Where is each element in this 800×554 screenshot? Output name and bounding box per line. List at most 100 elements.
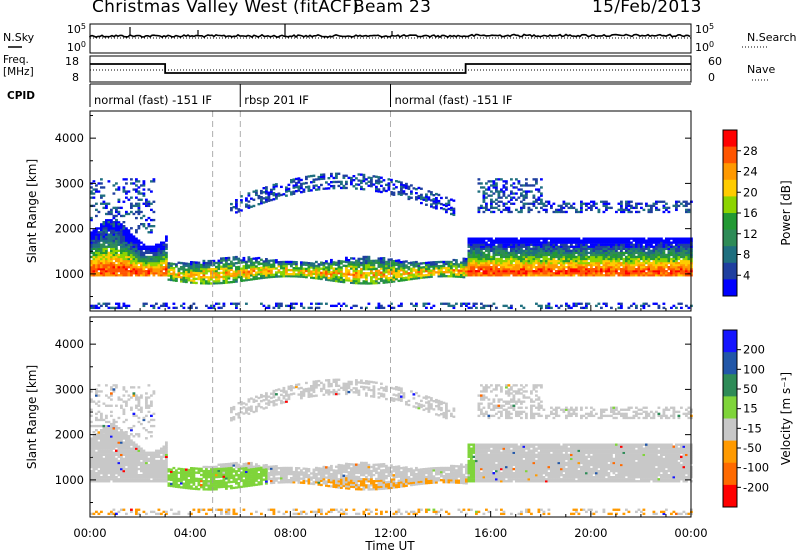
rti-cell <box>142 202 146 205</box>
rti-cell <box>560 304 563 308</box>
rti-cell <box>570 261 573 265</box>
rti-cell <box>100 418 103 422</box>
rti-cell <box>665 255 668 259</box>
rti-cell <box>647 208 651 212</box>
rti-cell <box>585 304 588 308</box>
rti-cell <box>502 184 506 187</box>
rti-cell <box>275 304 278 308</box>
rti-cell <box>397 271 401 274</box>
y-tick-label: 4000 <box>55 131 84 145</box>
rti-cell <box>632 255 636 259</box>
rti-cell <box>602 249 606 253</box>
rti-cell <box>107 478 111 481</box>
rti-cell <box>112 478 116 481</box>
rti-cell <box>265 266 268 269</box>
rti-cell <box>570 245 573 248</box>
rti-cell <box>645 243 648 246</box>
rti-cell <box>527 249 531 253</box>
rti-cell <box>390 272 393 275</box>
rti-cell <box>650 266 653 269</box>
rti-cell <box>510 198 513 201</box>
rti-cell <box>567 247 571 251</box>
rti-cell <box>285 271 288 274</box>
rti-cell <box>607 237 611 240</box>
rti-cell <box>540 255 543 259</box>
rti-cell <box>505 270 508 273</box>
rti-cell <box>502 245 506 248</box>
rti-cell <box>352 185 356 188</box>
rti-cell <box>575 249 578 253</box>
rti-cell <box>417 276 421 280</box>
rti-cell <box>102 263 106 267</box>
rti-cell <box>250 259 253 263</box>
rti-cell <box>442 271 446 274</box>
rti-cell <box>620 208 623 212</box>
rti-cell <box>147 251 151 255</box>
rti-cell <box>550 237 553 240</box>
rti-cell <box>497 274 501 277</box>
rti-cell <box>455 273 458 276</box>
rti-cell <box>367 261 371 265</box>
rti-cell <box>282 266 286 270</box>
rti-cell <box>240 195 243 198</box>
rti-cell <box>532 259 536 263</box>
rti-cell <box>195 277 198 281</box>
rti-cell <box>270 271 273 275</box>
rti-cell <box>107 268 111 271</box>
rti-cell <box>370 268 373 271</box>
rti-cell <box>212 261 216 265</box>
rti-cell <box>512 274 516 277</box>
rti-cell <box>550 255 553 259</box>
y-axis-label: Slant Range [km] <box>25 159 39 263</box>
rti-cell <box>660 200 663 203</box>
rti-cell <box>685 249 688 253</box>
rti-cell <box>97 235 101 238</box>
rti-cell <box>205 282 208 285</box>
rti-cell <box>122 437 126 440</box>
rti-cell <box>150 272 153 275</box>
rti-cell <box>680 261 683 265</box>
rti-cell <box>545 243 548 246</box>
rti-cell <box>185 270 188 274</box>
rti-cell <box>132 253 136 257</box>
rti-cell <box>532 263 536 267</box>
rti-cell <box>102 227 106 230</box>
rti-cell <box>462 267 466 271</box>
rti-cell <box>315 260 318 264</box>
rti-cell <box>470 239 473 242</box>
rti-cell <box>255 189 258 192</box>
rti-cell <box>572 249 576 253</box>
rti-cell <box>115 237 118 240</box>
rti-cell <box>507 241 511 244</box>
rti-cell <box>365 182 368 185</box>
rti-cell <box>680 270 683 273</box>
rti-cell <box>565 266 568 269</box>
rti-cell <box>520 253 523 257</box>
rti-cell <box>232 270 236 273</box>
rti-cell <box>90 251 93 255</box>
rti-cell <box>627 241 631 244</box>
rti-cell <box>672 263 676 267</box>
rti-cell <box>542 204 546 208</box>
rti-cell <box>187 266 191 270</box>
rti-cell <box>520 272 523 275</box>
rti-cell <box>522 204 526 208</box>
rti-cell <box>102 268 106 271</box>
rti-cell <box>147 245 151 248</box>
rti-cell <box>612 268 616 271</box>
rti-cell <box>450 304 453 308</box>
rti-cell <box>545 237 548 240</box>
rti-cell <box>137 180 141 183</box>
rti-cell <box>507 194 511 197</box>
rti-cell <box>585 204 588 208</box>
rti-cell <box>180 268 183 271</box>
rti-cell <box>532 253 536 257</box>
rti-cell <box>487 180 491 183</box>
rti-cell <box>662 249 666 253</box>
rti-cell <box>505 268 508 271</box>
rti-cell <box>120 439 123 442</box>
rti-cell <box>147 272 151 275</box>
rti-cell <box>680 243 683 246</box>
y-tick-label: 1000 <box>55 267 84 281</box>
rti-cell <box>92 237 96 240</box>
